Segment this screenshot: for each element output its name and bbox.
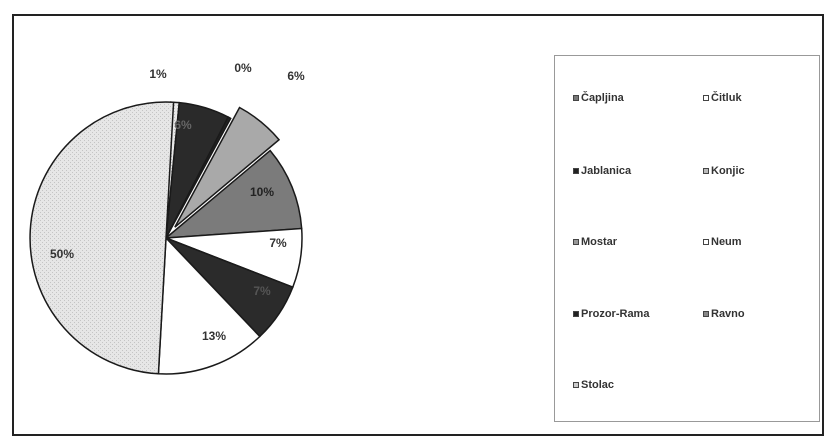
legend-swatch-icon: [573, 382, 579, 388]
slice-label-jablanica: 0%: [234, 61, 252, 75]
legend-item-capljina: Čapljina: [573, 92, 624, 104]
legend-swatch-icon: [573, 311, 579, 317]
legend-item-citluk: Čitluk: [703, 92, 742, 104]
slice-label-citluk: 6%: [174, 118, 192, 132]
legend-label: Jablanica: [581, 165, 632, 177]
legend-swatch-icon: [573, 168, 579, 174]
legend-label: Konjic: [711, 165, 745, 177]
pie-slice-stolac: [29, 101, 175, 375]
legend-item-ravno: Ravno: [703, 308, 745, 320]
legend-label: Stolac: [581, 379, 615, 391]
pie-slice-mostar: [163, 149, 303, 239]
legend-swatch-icon: [703, 311, 709, 317]
legend-swatch-icon: [703, 239, 709, 245]
legend-label: Mostar: [581, 236, 618, 248]
slice-label-capljina: 1%: [149, 67, 167, 81]
legend-item-stolac: Stolac: [573, 379, 614, 391]
pie-slice-labels: 1% 6% 0% 6% 10% 7% 7% 13% 50%: [50, 61, 305, 343]
legend: Čapljina Čitluk Jablanica Konjic Mostar …: [554, 55, 820, 422]
legend-swatch-icon: [573, 95, 579, 101]
slice-label-prozor-rama: 7%: [253, 284, 271, 298]
legend-item-konjic: Konjic: [703, 165, 745, 177]
legend-label: Čapljina: [581, 92, 624, 104]
slice-label-ravno: 13%: [202, 329, 226, 343]
slice-label-mostar: 10%: [250, 185, 274, 199]
legend-item-prozor-rama: Prozor-Rama: [573, 308, 649, 320]
pie-slice-konjic: [174, 106, 281, 228]
legend-item-jablanica: Jablanica: [573, 165, 631, 177]
legend-item-mostar: Mostar: [573, 236, 617, 248]
pie-slice-ravno: [157, 236, 261, 375]
pie-slice-jablanica: [165, 116, 232, 239]
legend-label: Čitluk: [711, 92, 742, 104]
legend-label: Ravno: [711, 308, 745, 320]
legend-label: Neum: [711, 236, 742, 248]
legend-swatch-icon: [703, 95, 709, 101]
legend-label: Prozor-Rama: [581, 308, 650, 320]
legend-swatch-icon: [573, 239, 579, 245]
legend-swatch-icon: [703, 168, 709, 174]
slice-label-stolac: 50%: [50, 247, 74, 261]
slice-label-neum: 7%: [269, 236, 287, 250]
legend-item-neum: Neum: [703, 236, 742, 248]
slice-label-konjic: 6%: [287, 69, 305, 83]
pie-slices: [29, 101, 303, 375]
